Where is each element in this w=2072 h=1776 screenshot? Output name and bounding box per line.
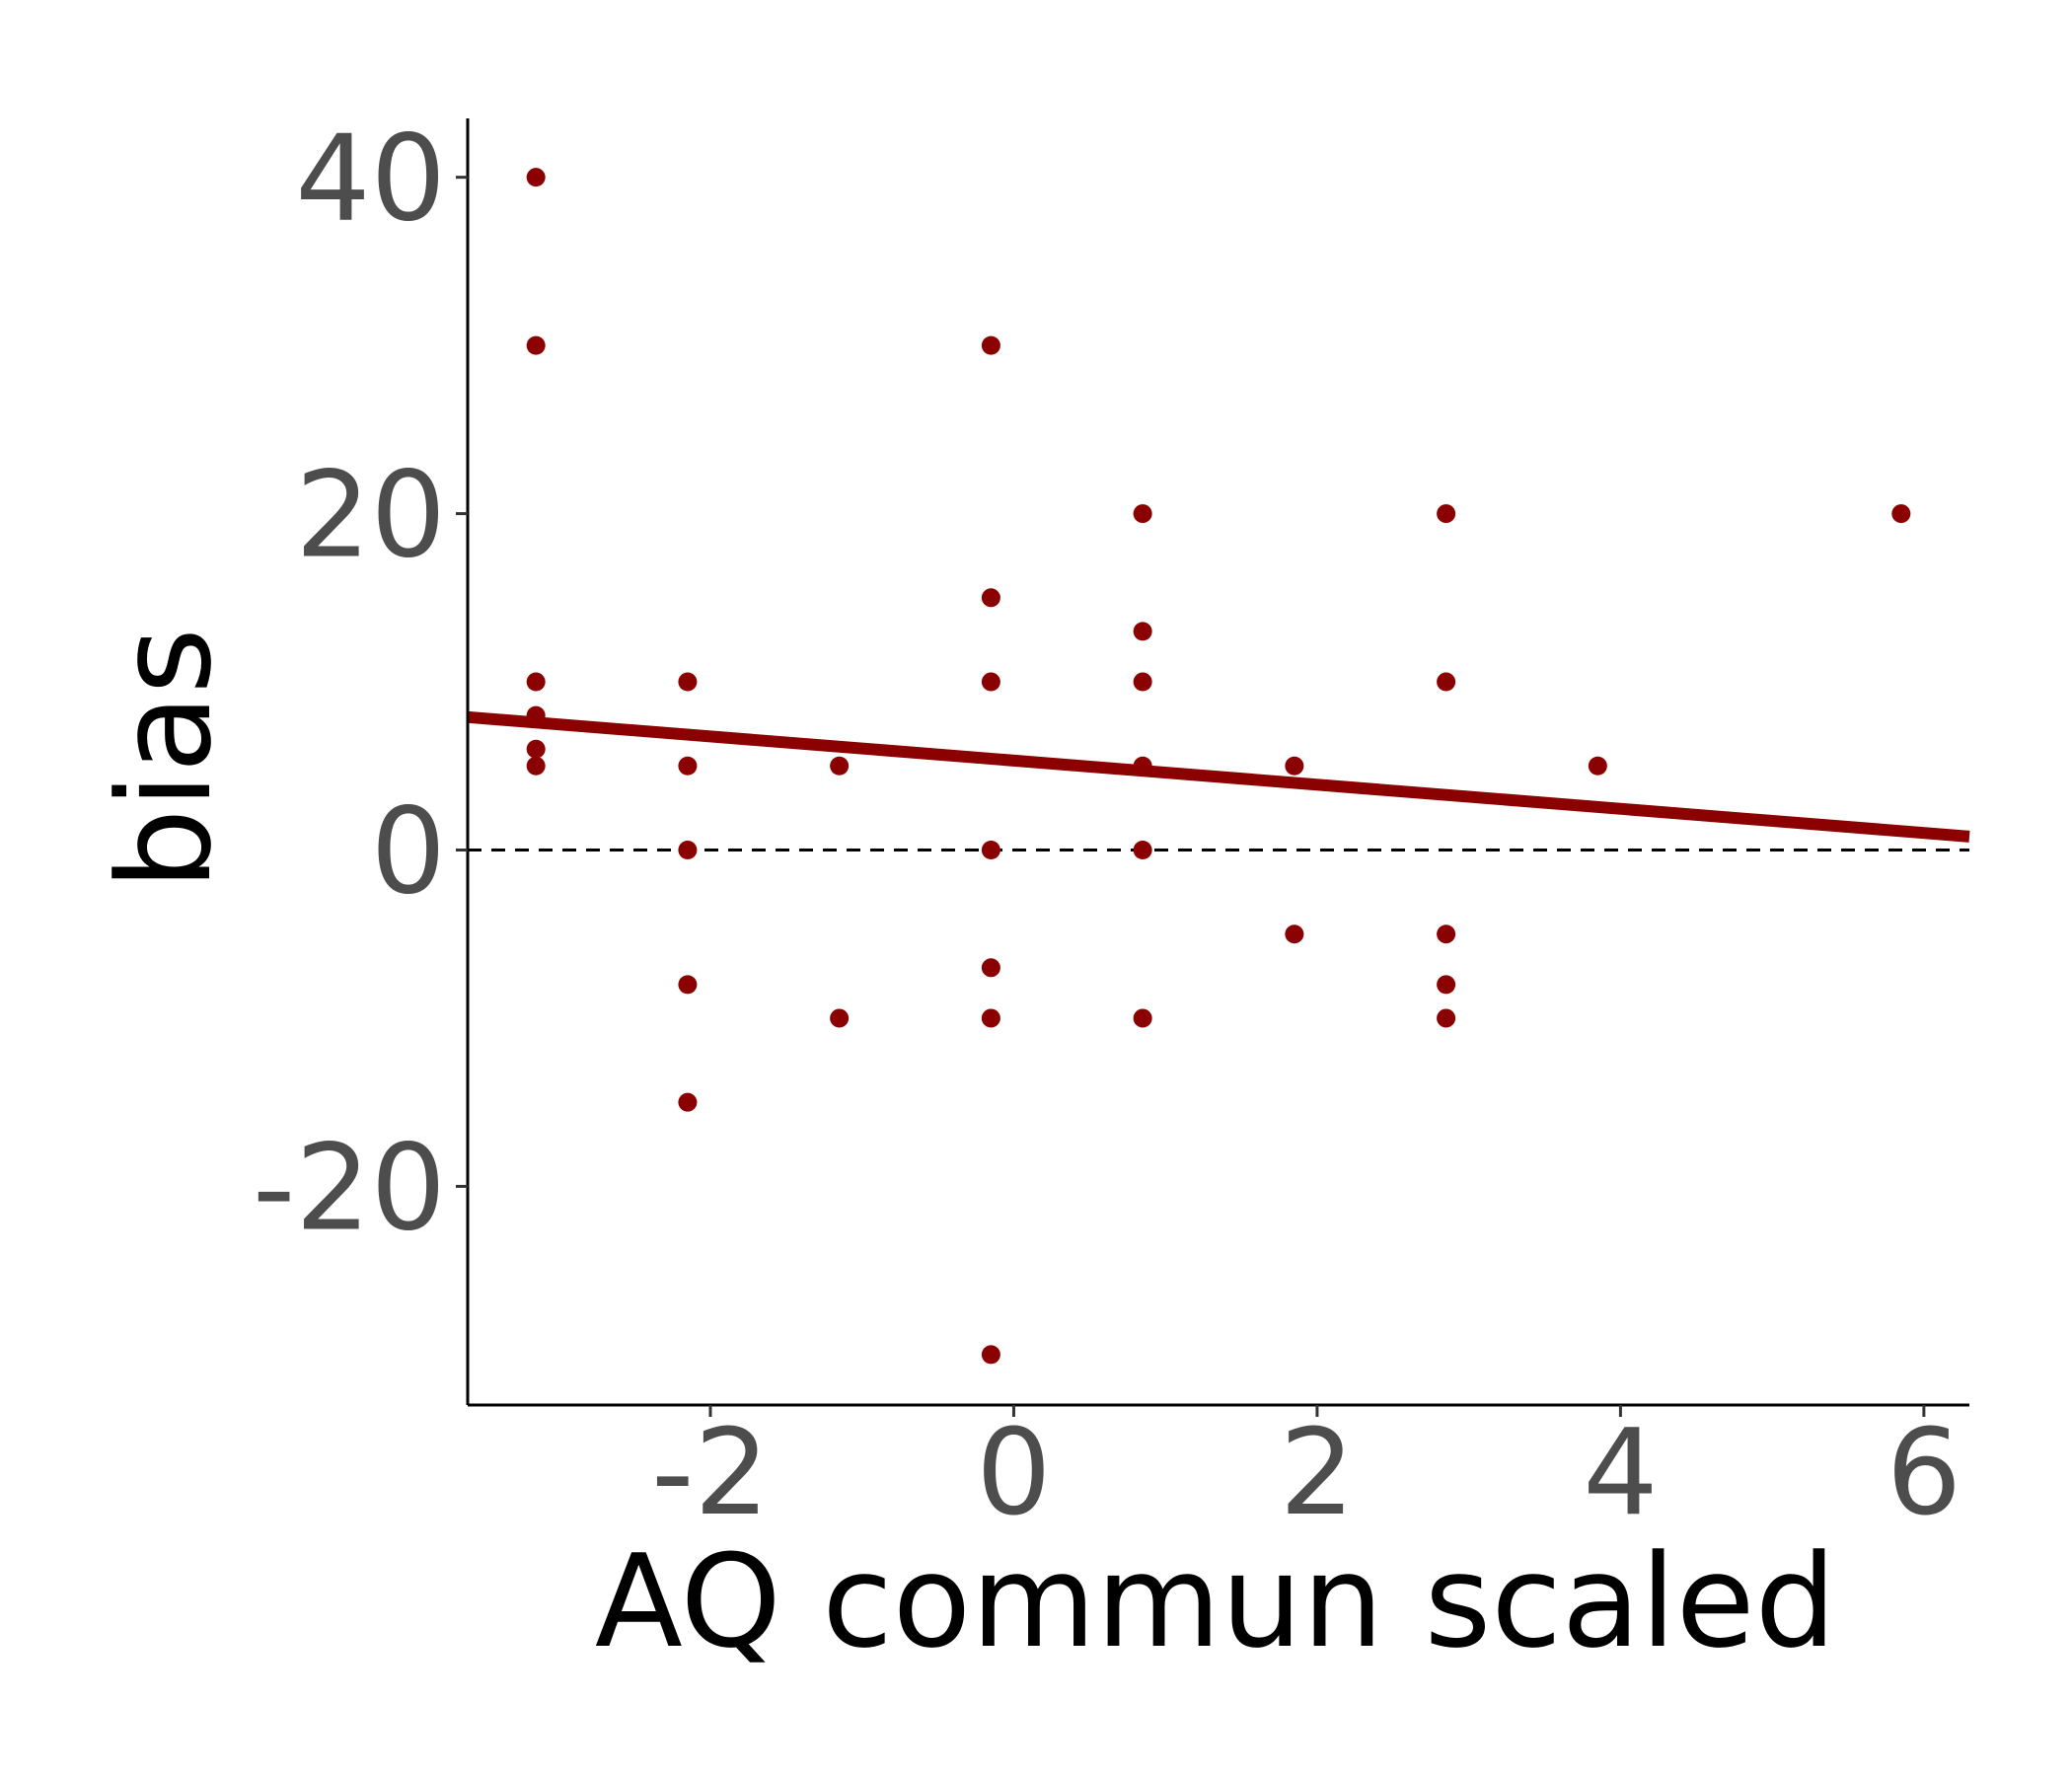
y-tick-label: 0 [371,783,446,921]
data-point [981,1008,1000,1028]
data-point [678,756,698,776]
data-point [1133,622,1152,641]
y-tick-label: 40 [295,111,446,249]
data-point [1133,756,1152,776]
data-point [1437,504,1456,524]
data-point [526,335,546,355]
data-point [526,739,546,759]
x-axis-title: AQ commun scaled [595,1526,1836,1676]
data-point [1437,975,1456,995]
data-point [1588,756,1607,776]
data-points-group [526,168,1911,1365]
data-point [981,958,1000,978]
data-point [1133,1008,1152,1028]
x-tick-label: 6 [1887,1405,1961,1542]
data-point [526,705,546,725]
data-point [981,335,1000,355]
data-point [678,1092,698,1112]
x-tick-label: -2 [651,1405,770,1542]
data-point [1285,925,1304,944]
data-point [981,840,1000,859]
x-tick-label: 4 [1583,1405,1658,1542]
data-point [981,672,1000,692]
regression-line [467,710,1970,843]
fit-line-group [467,710,1970,843]
data-point [1285,756,1304,776]
x-tick-label: 0 [976,1405,1051,1542]
data-point [1133,672,1152,692]
data-point [678,975,698,995]
data-point [526,756,546,776]
axes-group [466,118,1969,1407]
data-point [678,840,698,859]
data-point [1437,1008,1456,1028]
data-point [830,1008,850,1028]
data-point [830,756,850,776]
data-point [1891,504,1911,524]
data-point [526,672,546,692]
data-point [1133,840,1152,859]
data-point [1437,672,1456,692]
y-axis-title: bias [90,628,240,890]
y-tick-label: -20 [253,1120,446,1257]
data-point [981,1345,1000,1365]
x-tick-label: 2 [1280,1405,1355,1542]
data-point [1133,504,1152,524]
y-tick-label: 20 [295,448,446,585]
data-point [1437,925,1456,944]
data-point [526,168,546,187]
data-point [678,672,698,692]
data-point [981,588,1000,608]
